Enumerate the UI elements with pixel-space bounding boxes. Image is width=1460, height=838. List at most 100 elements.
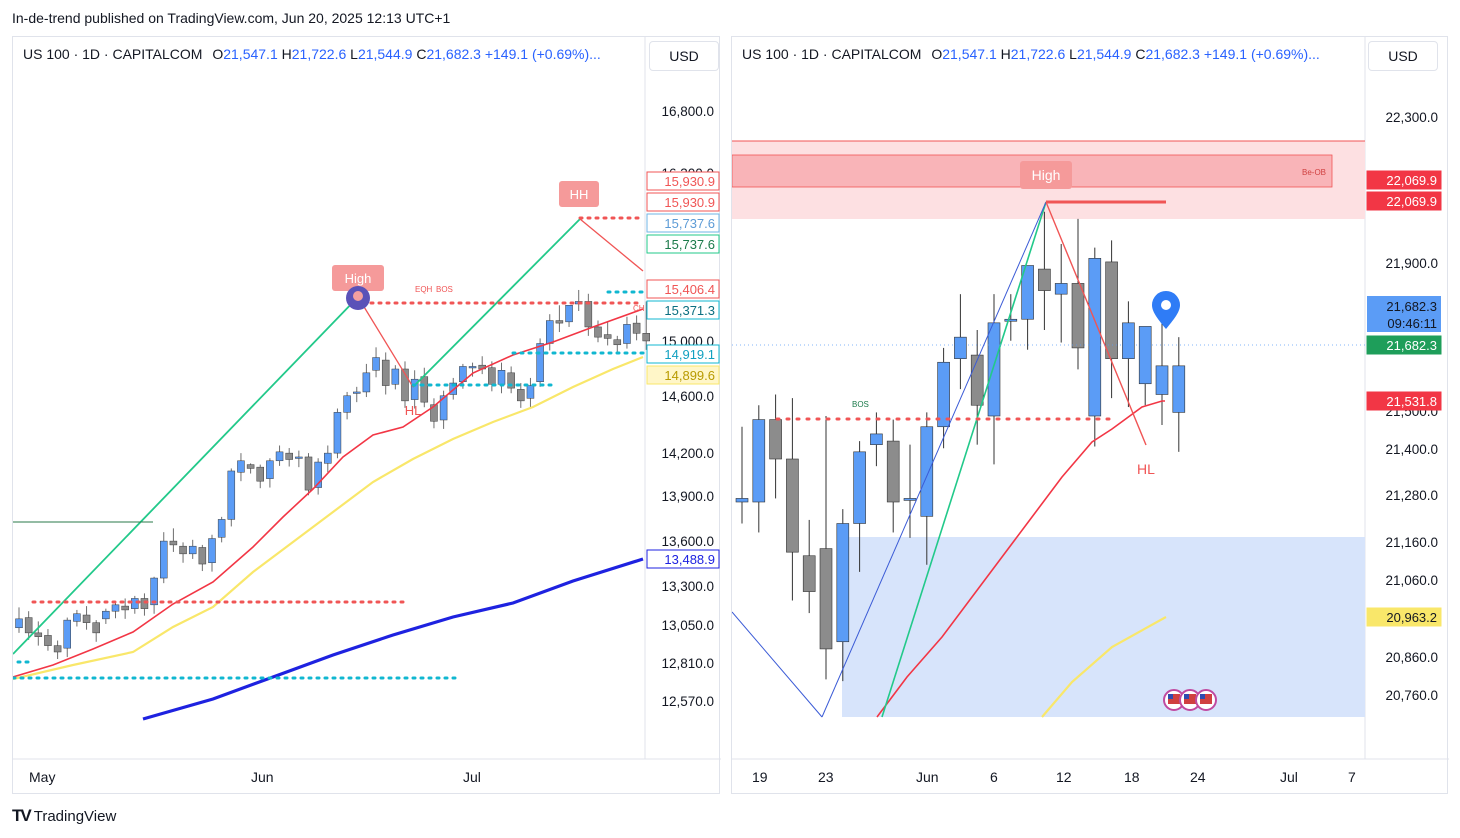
- left-candle-body: [497, 370, 506, 385]
- right-candle-body: [1138, 326, 1152, 385]
- left-candle-body: [169, 540, 178, 546]
- left-candle-body: [24, 617, 33, 634]
- left-hl-label: HL: [405, 403, 422, 418]
- right-currency-button[interactable]: USD: [1368, 41, 1438, 71]
- right-low: 21,544.9: [1076, 46, 1132, 62]
- left-candle-body: [208, 538, 216, 564]
- right-high: 21,722.6: [1010, 46, 1066, 62]
- right-chart-panel[interactable]: Be-OB 22,300.0 21,900.0 21,500.0 21,400.0 21,…: [731, 36, 1449, 795]
- left-candle-body: [121, 605, 129, 611]
- right-price-tag: 21,682.3: [1386, 338, 1437, 353]
- left-price-tag-box: [646, 279, 720, 299]
- left-price-tag-box: [646, 549, 720, 569]
- left-candle-body: [160, 540, 168, 579]
- left-eqh-label: EQH: [415, 285, 433, 294]
- left-h-label: H: [281, 46, 292, 62]
- tradingview-logo[interactable]: TV TradingView: [12, 806, 116, 826]
- right-candle-body: [903, 498, 917, 501]
- left-chart-panel[interactable]: 16,800.016,300.015,000.014,600.014,200.0…: [12, 36, 721, 795]
- left-candle-body: [642, 333, 650, 342]
- right-current-price: 21,682.3: [1386, 299, 1437, 314]
- left-candle-body: [92, 622, 100, 634]
- left-axis-tick: 14,200.0: [661, 446, 714, 461]
- left-time-label: Jul: [463, 769, 481, 785]
- left-l-label: L: [350, 46, 358, 62]
- right-axis-tick: 20,760.0: [1385, 688, 1438, 703]
- right-price-tag-box: [1366, 335, 1442, 355]
- right-event-flag-stripe: [1168, 694, 1180, 704]
- right-axis-tick: 20,860.0: [1385, 650, 1438, 665]
- right-current-price-box: [1367, 296, 1441, 332]
- right-high-badge: [1020, 161, 1072, 189]
- left-time-label: May: [29, 769, 55, 785]
- left-candle-body: [401, 368, 409, 402]
- left-currency-button[interactable]: USD: [649, 41, 719, 71]
- right-event-flag-canton: [1184, 694, 1189, 699]
- left-axis-tick: 14,600.0: [661, 389, 714, 404]
- left-candle-body: [285, 452, 293, 460]
- right-price-tag-box: [1366, 391, 1442, 411]
- left-chart-canvas[interactable]: 16,800.016,300.015,000.014,600.014,200.0…: [13, 37, 721, 795]
- right-trend-red: [1045, 201, 1147, 446]
- right-change: +149.1 (+0.69%)...: [1203, 46, 1320, 62]
- left-c-label: C: [416, 46, 427, 62]
- left-price-tag: 15,737.6: [664, 216, 715, 231]
- left-candle-body: [584, 301, 593, 328]
- right-event-flag-canton: [1168, 694, 1173, 699]
- left-low: 21,544.9: [357, 46, 413, 62]
- right-ema-red: [876, 400, 1165, 718]
- left-candle-body: [603, 334, 612, 339]
- left-candle-body: [555, 320, 564, 324]
- right-chart-canvas[interactable]: Be-OB22,300.021,900.021,500.021,400.021,…: [732, 37, 1449, 795]
- right-event-flag-stripe: [1184, 694, 1196, 704]
- right-price-tag: 22,069.9: [1386, 194, 1437, 209]
- left-price-tag: 15,930.9: [664, 195, 715, 210]
- right-demand-zone: [842, 537, 1365, 717]
- left-candle-body: [44, 635, 52, 646]
- left-axis-tick: 16,800.0: [661, 104, 714, 119]
- left-candle-body: [82, 614, 91, 623]
- left-price-tag: 15,737.6: [664, 237, 715, 252]
- right-event-flag-canton: [1200, 694, 1205, 699]
- left-candle-body: [353, 391, 361, 394]
- right-candle-body: [752, 419, 766, 503]
- left-candle-body: [391, 368, 400, 385]
- right-candle-body: [1004, 318, 1018, 322]
- left-price-tag-box: [646, 365, 720, 385]
- left-candle-body: [275, 451, 284, 462]
- left-price-tag: 15,406.4: [664, 282, 715, 297]
- left-candle-body: [256, 466, 264, 482]
- left-price-tag: 13,488.9: [664, 552, 715, 567]
- left-candle-body: [150, 577, 158, 606]
- right-symbol: US 100 · 1D · CAPITALCOM: [742, 46, 922, 62]
- right-candle-body: [954, 336, 967, 359]
- left-axis-tick: 12,570.0: [661, 694, 714, 709]
- left-candle-body: [362, 372, 371, 393]
- left-axis-tick: 12,810.0: [661, 656, 714, 671]
- left-candle-body: [488, 367, 496, 385]
- right-candle-body: [1105, 261, 1118, 359]
- left-time-label: Jun: [251, 769, 274, 785]
- right-candle-body: [1038, 268, 1051, 291]
- right-open: 21,547.1: [942, 46, 997, 62]
- right-time-label: Jun: [916, 769, 939, 785]
- left-candle-body: [546, 320, 554, 344]
- left-candle-body: [34, 632, 43, 637]
- right-time-label: 24: [1190, 769, 1206, 785]
- right-countdown: 09:46:11: [1387, 316, 1437, 331]
- right-time-label: 6: [990, 769, 998, 785]
- left-price-tag-box: [646, 344, 720, 364]
- left-candle-body: [188, 545, 197, 555]
- left-candle-body: [53, 645, 62, 653]
- left-o-label: O: [212, 46, 224, 62]
- left-candle-body: [517, 389, 525, 402]
- left-bos-label: BOS: [436, 285, 453, 294]
- left-candle-body: [468, 366, 477, 369]
- right-time-label: 18: [1124, 769, 1140, 785]
- left-high-label: High: [345, 271, 372, 286]
- left-candle-body: [343, 395, 351, 413]
- left-ema-red: [13, 308, 644, 678]
- right-candle-body: [920, 426, 934, 517]
- left-candle-body: [430, 404, 438, 422]
- left-candle-body: [439, 395, 448, 421]
